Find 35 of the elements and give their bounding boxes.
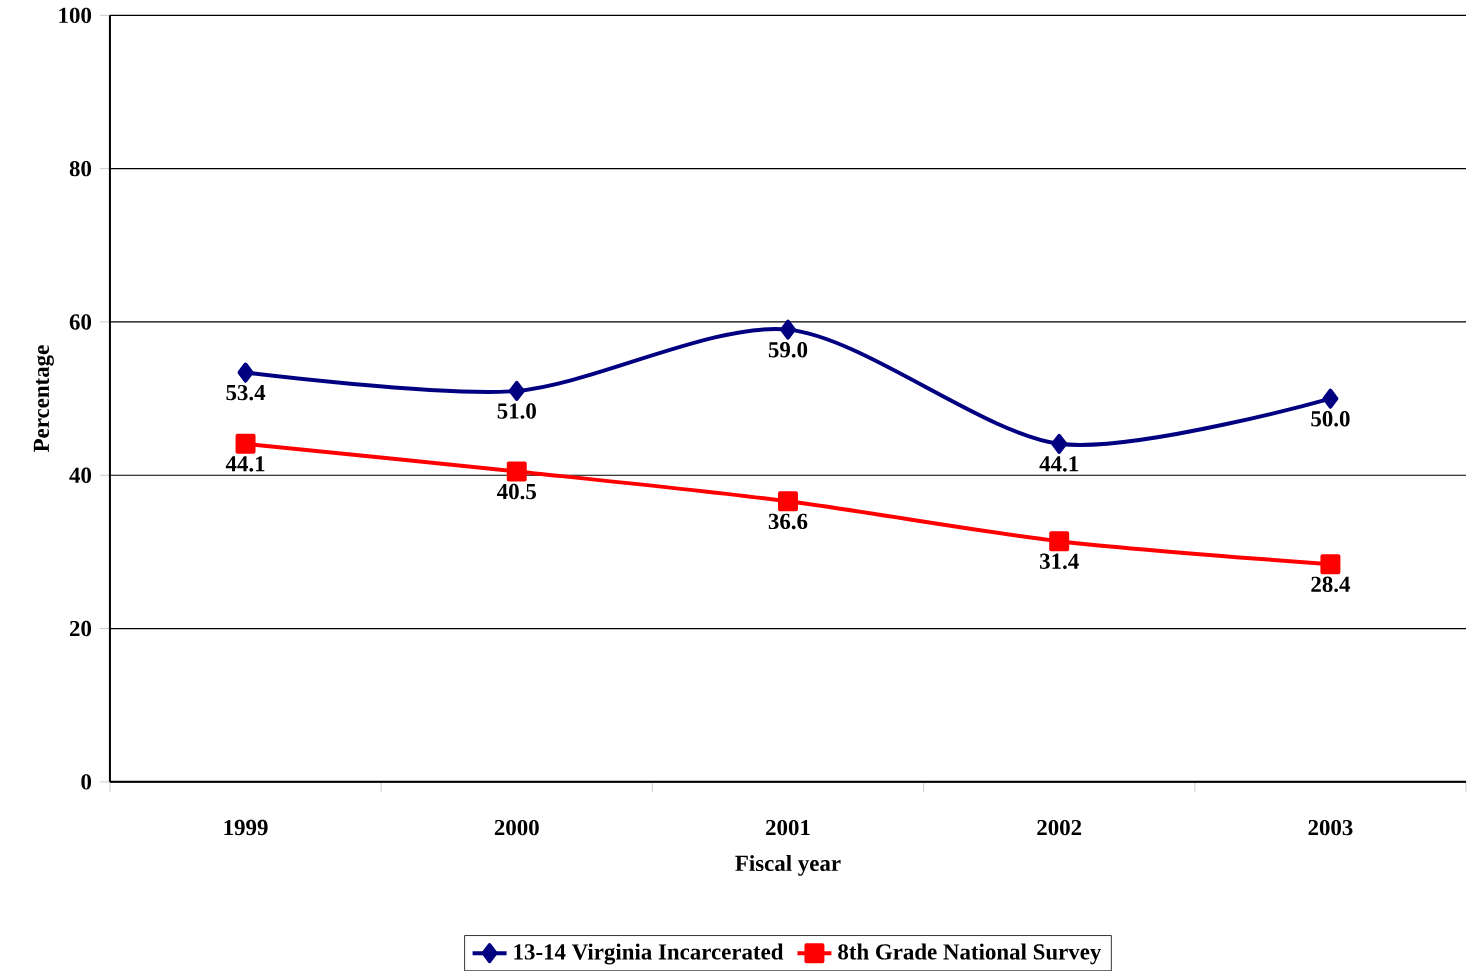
data-label: 40.5 — [497, 483, 536, 500]
point — [1320, 554, 1341, 575]
y-tick-label: 100 — [59, 7, 92, 23]
data-label: 44.1 — [225, 456, 265, 472]
legend-label: 8th Grade National Survey — [838, 943, 1102, 965]
y-tick-label: 20 — [69, 620, 92, 637]
point — [237, 362, 254, 383]
data-label: 36.6 — [768, 513, 808, 530]
point — [779, 319, 796, 340]
legend-label: 13-14 Virginia Incarcerated — [514, 943, 784, 965]
y-tick-label: 60 — [69, 314, 92, 330]
point — [1051, 433, 1068, 454]
y-axis-title: Percentage — [33, 345, 54, 452]
x-axis-title: Fiscal year — [735, 854, 841, 876]
data-label: 31.4 — [1040, 553, 1079, 569]
point — [777, 491, 798, 512]
point — [506, 461, 527, 482]
data-label: 50.0 — [1311, 410, 1350, 427]
point — [1049, 531, 1070, 552]
y-tick-label: 80 — [69, 160, 92, 177]
y-tick-label: 0 — [81, 774, 92, 790]
x-tick-label: 2002 — [1037, 819, 1082, 836]
data-label: 59.0 — [768, 341, 808, 358]
y-tick-label: 40 — [69, 467, 92, 483]
data-label: 28.4 — [1311, 576, 1351, 592]
point — [235, 433, 256, 454]
point — [1322, 388, 1339, 409]
x-tick-label: 2003 — [1308, 819, 1353, 836]
data-label: 53.4 — [226, 384, 266, 401]
data-label: 44.1 — [1039, 456, 1079, 472]
x-tick-label: 2001 — [766, 819, 810, 836]
x-tick-label: 2000 — [494, 819, 539, 836]
point — [508, 380, 525, 401]
data-label: 51.0 — [497, 403, 536, 419]
x-tick-label: 1999 — [224, 819, 268, 836]
